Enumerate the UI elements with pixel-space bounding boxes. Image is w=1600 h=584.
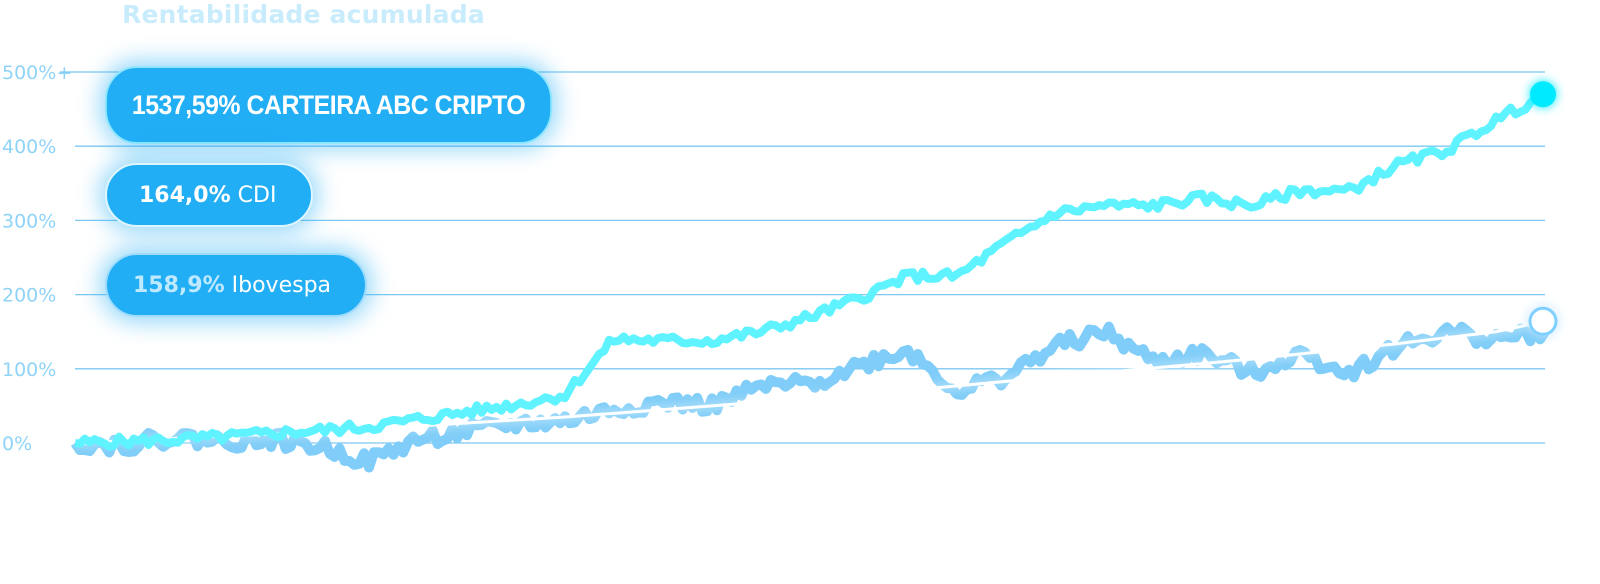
legend-label: CDI (237, 182, 277, 208)
y-tick-label: 300% (2, 210, 56, 232)
y-tick-label: 500%+ (2, 62, 72, 84)
chart-title: Rentabilidade acumulada (122, 0, 485, 29)
legend-pill-cripto: 1537,59% CARTEIRA ABC CRIPTO (105, 66, 553, 144)
legend-value: 164,0% (139, 182, 231, 208)
legend-label: Ibovespa (231, 272, 332, 298)
legend-pill-cdi: 164,0% CDI (105, 163, 313, 227)
y-tick-label: 100% (2, 359, 56, 381)
y-tick-label: 200% (2, 285, 56, 307)
legend-value: 1537,59% (131, 89, 241, 120)
legend-pill-ibovespa: 158,9% Ibovespa (105, 253, 367, 317)
legend-value: 158,9% (133, 272, 225, 298)
y-tick-label: 0% (2, 433, 32, 455)
cripto-line (74, 90, 1548, 451)
ibovespa-line (70, 321, 1550, 473)
cdi-end-marker (1528, 306, 1558, 336)
y-tick-label: 400% (2, 136, 56, 158)
legend-label: CARTEIRA ABC CRIPTO (246, 89, 526, 120)
cripto-end-marker (1530, 81, 1556, 108)
